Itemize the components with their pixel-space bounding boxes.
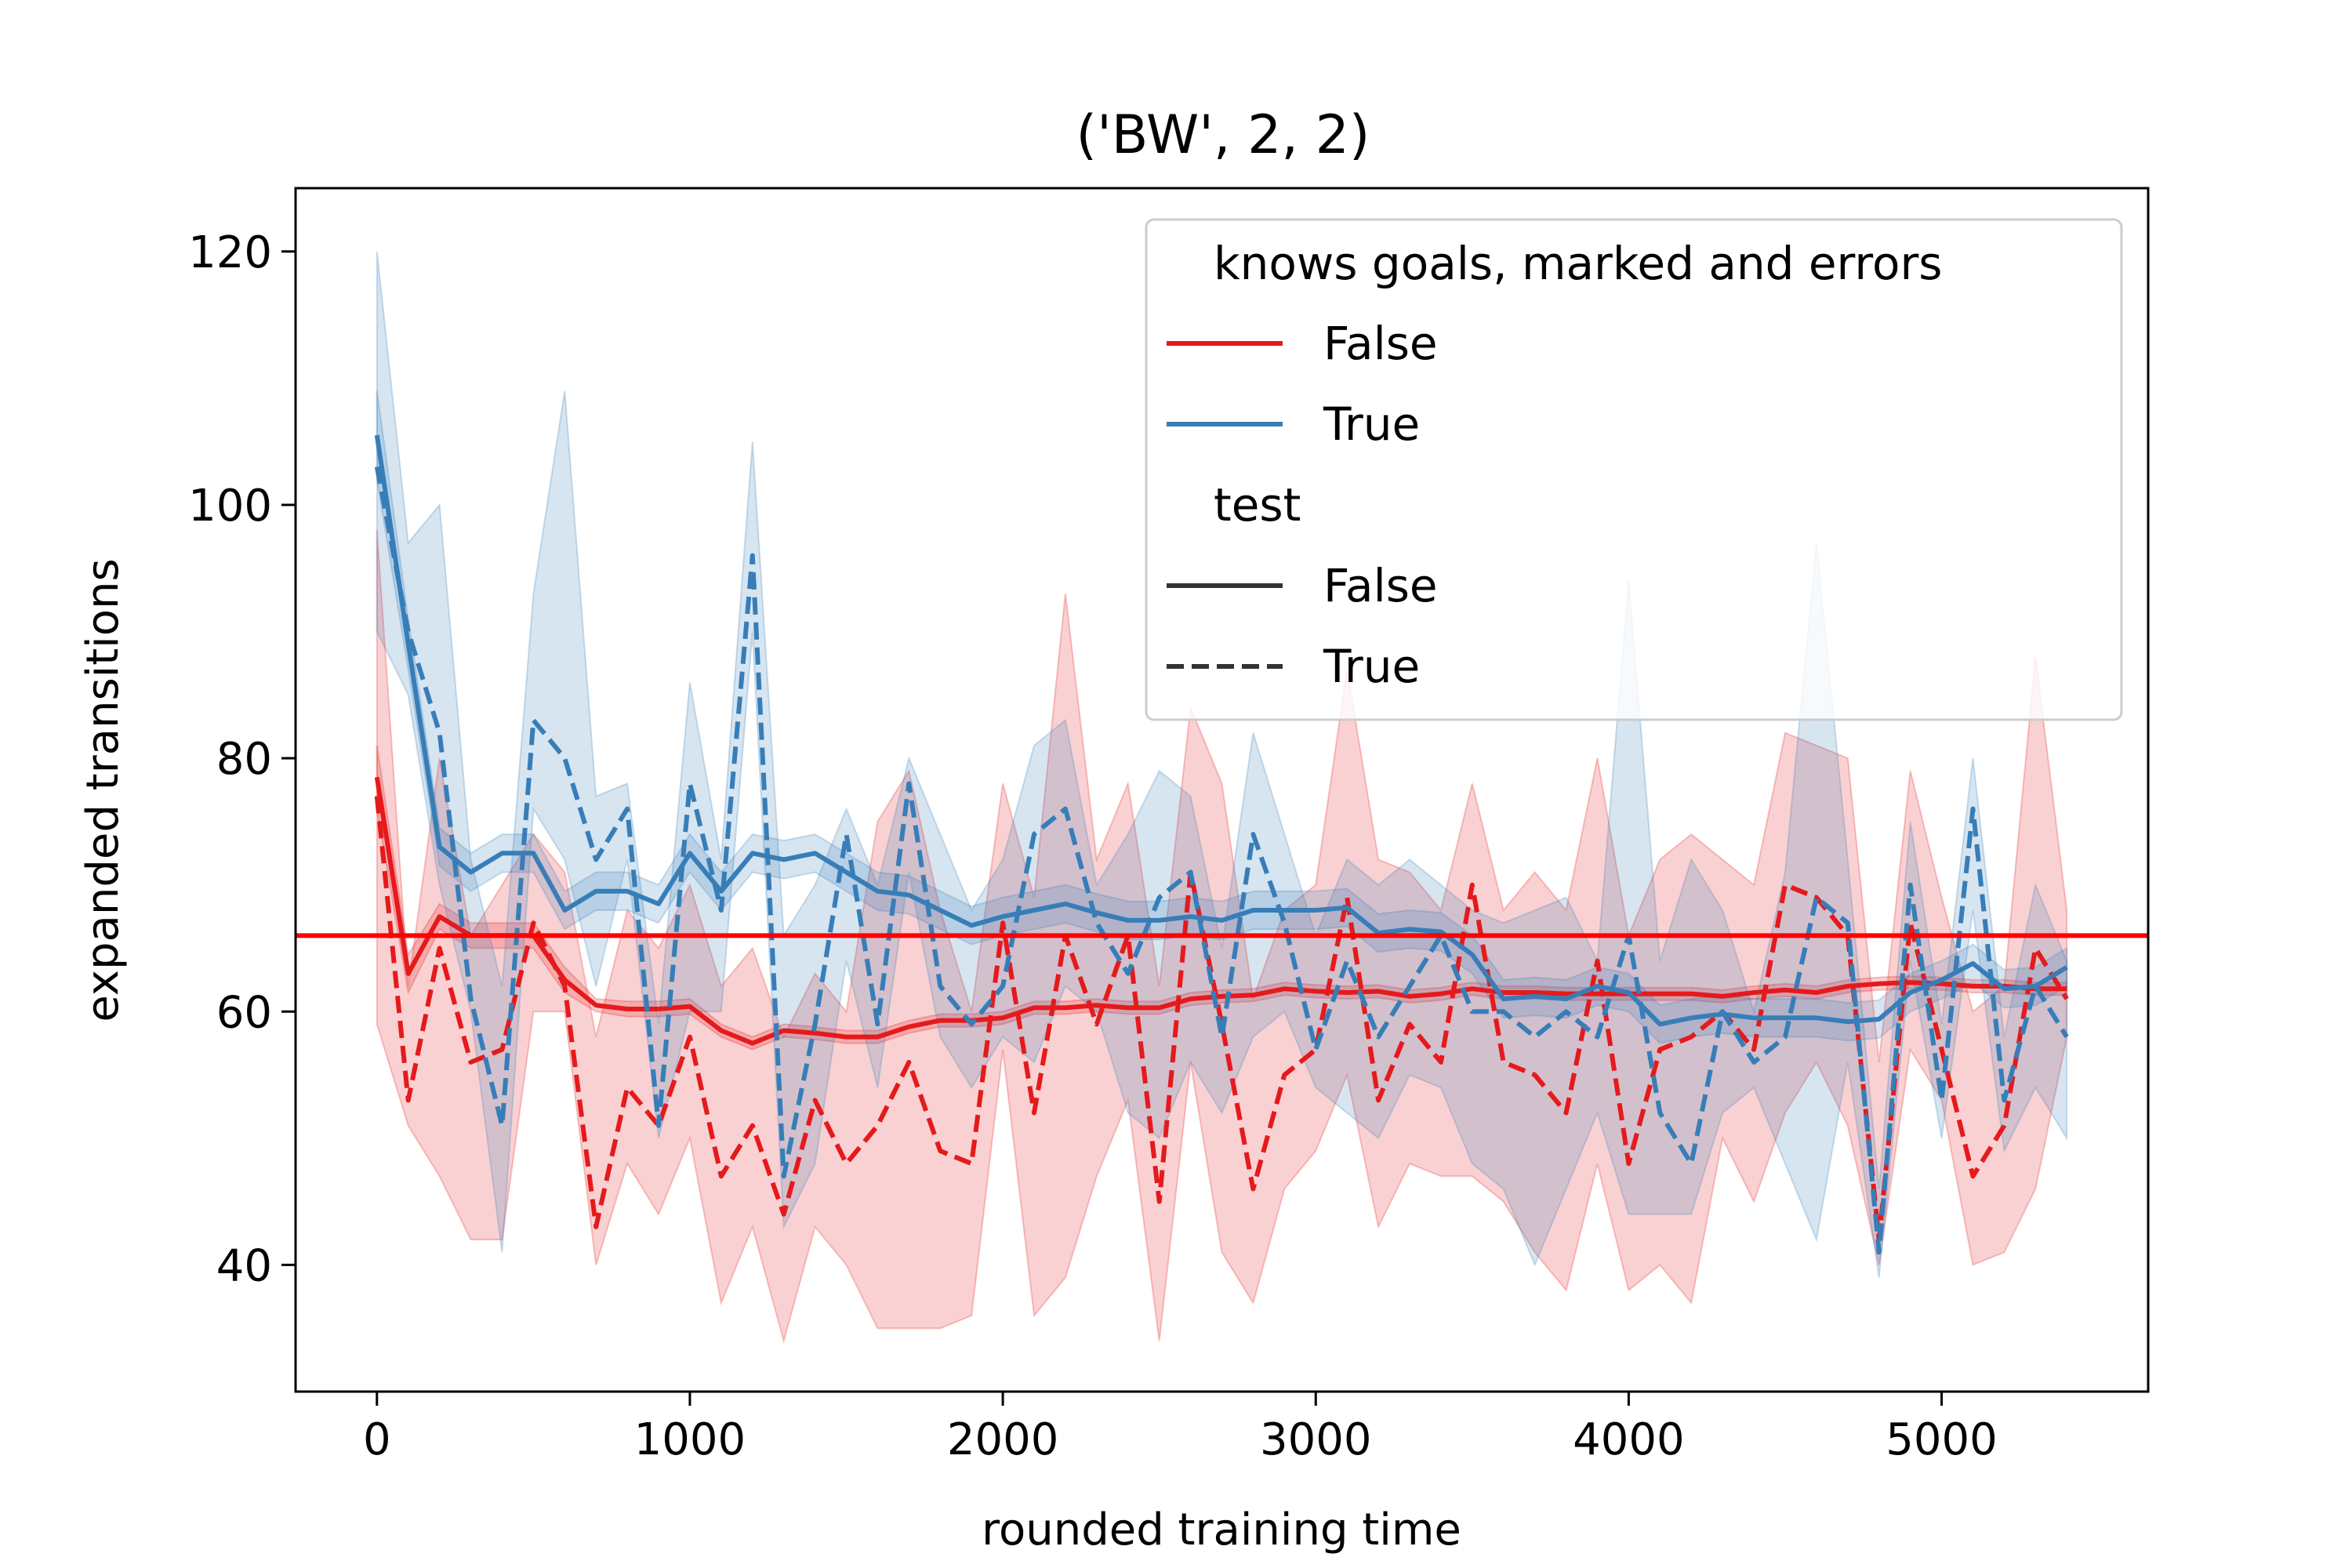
x-tick-label: 0 bbox=[363, 1414, 391, 1465]
y-tick-label: 60 bbox=[216, 987, 272, 1038]
legend-style-title: test bbox=[1214, 478, 1301, 532]
legend-label-hue-false: False bbox=[1323, 317, 1438, 370]
x-axis-label: rounded training time bbox=[982, 1504, 1461, 1555]
band-knows-true-test-true bbox=[376, 251, 2068, 1278]
y-axis-label: expanded transitions bbox=[78, 558, 129, 1022]
series-line-knows-true-test-true bbox=[374, 466, 2069, 1255]
y-tick-label: 80 bbox=[216, 734, 272, 785]
legend: knows goals, marked and errors False Tru… bbox=[1145, 218, 2123, 721]
plot-area-frame bbox=[294, 187, 2150, 1393]
band-knows-true-test-false bbox=[376, 390, 2068, 1044]
legend-label-style-true: True bbox=[1323, 640, 1420, 693]
legend-hue-title: knows goals, marked and errors bbox=[1214, 237, 1943, 290]
x-tick-label: 5000 bbox=[1886, 1414, 1998, 1465]
x-axis-ticks: 0 1000 2000 3000 4000 5000 bbox=[363, 1392, 1998, 1465]
y-tick-label: 40 bbox=[216, 1240, 272, 1291]
y-tick-label: 120 bbox=[188, 227, 272, 278]
x-tick-label: 4000 bbox=[1573, 1414, 1685, 1465]
series-line-knows-true-test-false bbox=[374, 434, 2068, 1027]
series-line-knows-false-test-false bbox=[374, 776, 2067, 1046]
legend-label-style-false: False bbox=[1323, 559, 1438, 612]
y-tick-label: 100 bbox=[188, 481, 272, 532]
legend-label-hue-true: True bbox=[1323, 397, 1420, 451]
legend-box bbox=[1145, 218, 2123, 721]
x-tick-label: 2000 bbox=[947, 1414, 1059, 1465]
y-axis-ticks: 40 60 80 100 120 bbox=[188, 227, 296, 1291]
chart-title: ('BW', 2, 2) bbox=[1076, 104, 1370, 166]
x-tick-label: 1000 bbox=[634, 1414, 746, 1465]
x-tick-label: 3000 bbox=[1260, 1414, 1372, 1465]
series-lines bbox=[374, 434, 2069, 1255]
